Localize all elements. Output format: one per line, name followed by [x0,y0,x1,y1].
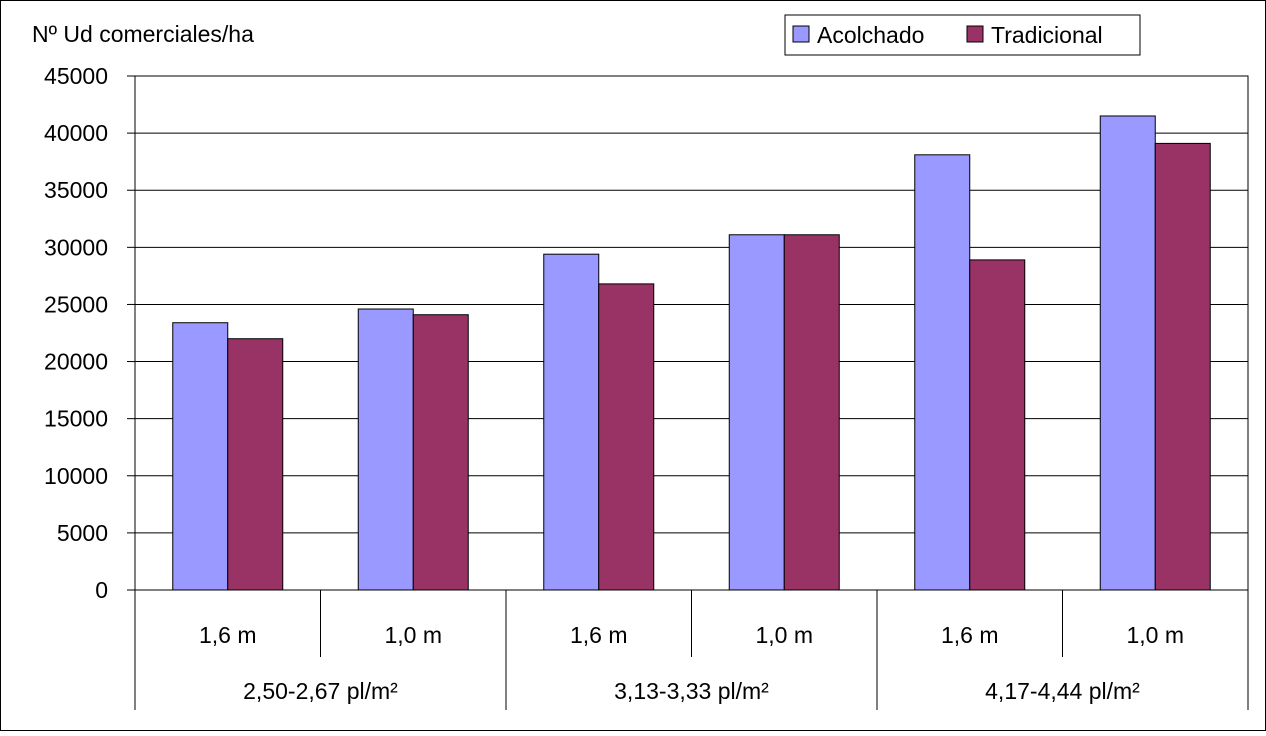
bar-tradicional [598,283,655,591]
bar-tradicional [412,314,469,591]
y-axis-ticks: 0 5000 10000 15000 20000 25000 30000 35000 40000… [44,63,135,603]
y-tick-label: 35000 [44,177,108,203]
x-category-label: 1,0 m [1126,622,1184,648]
gridlines [135,132,1248,534]
x-category-label: 1,6 m [570,622,628,648]
y-tick-label: 30000 [44,234,108,260]
legend-label-acolchado: Acolchado [817,22,924,48]
y-tick-label: 10000 [44,463,108,489]
bar-acolchado [728,234,785,591]
y-tick-label: 5000 [57,520,108,546]
y-tick-label: 20000 [44,349,108,375]
bar-acolchado [1099,115,1156,591]
bar-tradicional [1154,142,1211,591]
bar-acolchado [357,308,414,591]
bars-layer [172,115,1211,591]
y-tick-label: 25000 [44,291,108,317]
x-category-label: 1,0 m [755,622,813,648]
bar-acolchado [914,154,971,591]
x-category-label: 1,6 m [199,622,257,648]
x-category-label: 1,0 m [384,622,442,648]
bar-tradicional [783,234,840,591]
bar-acolchado [172,322,229,591]
x-category-label: 1,6 m [941,622,999,648]
x-axis: 1,6 m 1,0 m 1,6 m 1,0 m 1,6 m 1,0 m 2,50-2,67 … [134,590,1249,710]
legend: Acolchado Tradicional [784,14,1141,56]
legend-label-tradicional: Tradicional [991,22,1103,48]
legend-swatch-tradicional [966,25,984,43]
y-tick-label: 40000 [44,120,108,146]
bar-tradicional [969,259,1026,591]
plot-area [134,75,1249,591]
legend-box [784,14,1141,56]
x-group-label: 2,50-2,67 pl/m² [243,678,398,704]
legend-swatch-acolchado [792,25,810,43]
y-tick-label: 45000 [44,63,108,89]
bar-acolchado [543,253,600,591]
y-tick-label: 0 [95,577,108,603]
y-tick-label: 15000 [44,406,108,432]
y-axis-label: Nº Ud comerciales/ha [32,21,254,47]
x-group-label: 3,13-3,33 pl/m² [614,678,769,704]
bar-tradicional [227,338,284,591]
x-group-label: 4,17-4,44 pl/m² [985,678,1140,704]
